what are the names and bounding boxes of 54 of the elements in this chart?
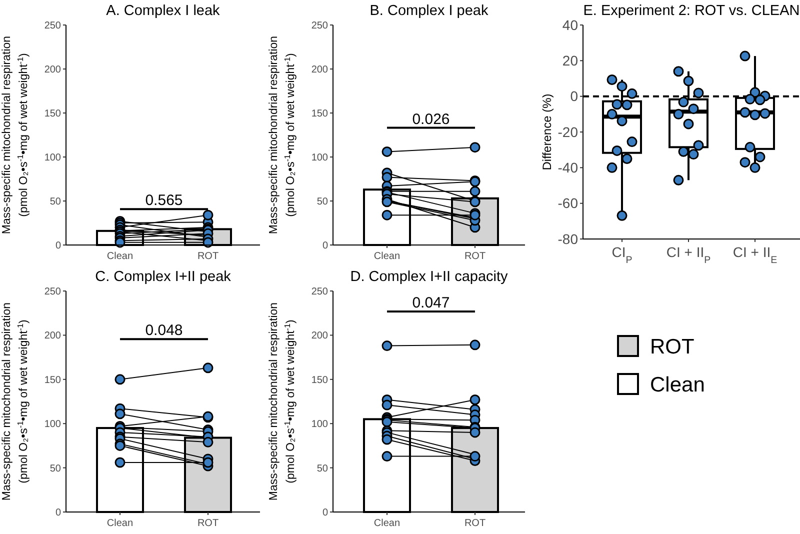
y-tick-label: 250 bbox=[44, 286, 62, 298]
y-tick-label: 200 bbox=[44, 64, 62, 76]
y-tick-label: 250 bbox=[311, 20, 328, 32]
x-tick-label: CI + II$_{E}$ bbox=[732, 244, 778, 266]
y-tick-label: 150 bbox=[311, 374, 328, 386]
y-tick-label: 50 bbox=[50, 463, 62, 474]
x-tick-label: ROT bbox=[197, 518, 219, 529]
x-tick-label: Clean bbox=[374, 251, 400, 262]
y-tick-label: 100 bbox=[311, 152, 328, 164]
y-tick-label: 0 bbox=[322, 240, 328, 252]
y-tick-label: 200 bbox=[311, 64, 328, 76]
y-tick-label: 100 bbox=[311, 419, 328, 430]
x-tick-label: Clean bbox=[374, 518, 400, 529]
x-tick-label: ROT bbox=[464, 518, 486, 529]
y-tick-label: 250 bbox=[44, 20, 62, 32]
y-tick-label: 150 bbox=[44, 108, 62, 120]
chart-title: C. Complex I+II peak bbox=[95, 269, 232, 285]
x-tick-label: CI + II$_{P}$ bbox=[666, 244, 712, 266]
y-tick-label: 0 bbox=[55, 240, 62, 252]
y-tick-label: 250 bbox=[311, 286, 328, 298]
y-tick-label: 0 bbox=[55, 508, 62, 518]
y-tick-label: 50 bbox=[316, 196, 328, 208]
x-tick-label: Clean bbox=[106, 518, 134, 529]
y-tick-label: 0 bbox=[322, 508, 328, 518]
y-tick-label: -80 bbox=[558, 230, 578, 247]
y-tick-label: 200 bbox=[311, 330, 328, 342]
x-tick-label: Clean bbox=[106, 251, 134, 262]
legend-label: Clean bbox=[650, 373, 705, 396]
legend-label: ROT bbox=[650, 335, 694, 358]
y-tick-label: 100 bbox=[44, 152, 62, 164]
y-axis-title: Difference (%) bbox=[540, 94, 554, 170]
annotation: 0.047 bbox=[412, 294, 450, 312]
y-tick-label: 150 bbox=[44, 374, 62, 386]
y-tick-label: -60 bbox=[558, 195, 578, 212]
x-tick-label: ROT bbox=[197, 251, 219, 262]
y-tick-label: 20 bbox=[562, 52, 578, 69]
chart-title: E. Experiment 2: ROT vs. CLEAN bbox=[583, 3, 800, 19]
y-tick-label: -20 bbox=[558, 124, 578, 140]
chart-title: D. Complex I+II capacity bbox=[350, 269, 509, 285]
y-tick-label: 40 bbox=[562, 16, 578, 33]
y-tick-label: 50 bbox=[50, 196, 62, 208]
annotation: 0.048 bbox=[145, 322, 183, 340]
annotation: 0.565 bbox=[145, 192, 183, 210]
chart-title: A. Complex I leak bbox=[106, 3, 221, 19]
y-tick-label: 150 bbox=[311, 108, 328, 120]
y-tick-label: -40 bbox=[558, 160, 578, 176]
x-tick-label: CI$_{P}$ bbox=[612, 244, 633, 266]
annotation: 0.026 bbox=[412, 110, 450, 128]
chart-title: B. Complex I peak bbox=[370, 3, 489, 19]
y-tick-label: 50 bbox=[316, 463, 328, 474]
y-tick-label: 100 bbox=[44, 419, 62, 430]
y-tick-label: 0 bbox=[570, 88, 578, 104]
y-tick-label: 200 bbox=[44, 330, 62, 342]
x-tick-label: ROT bbox=[464, 251, 486, 262]
